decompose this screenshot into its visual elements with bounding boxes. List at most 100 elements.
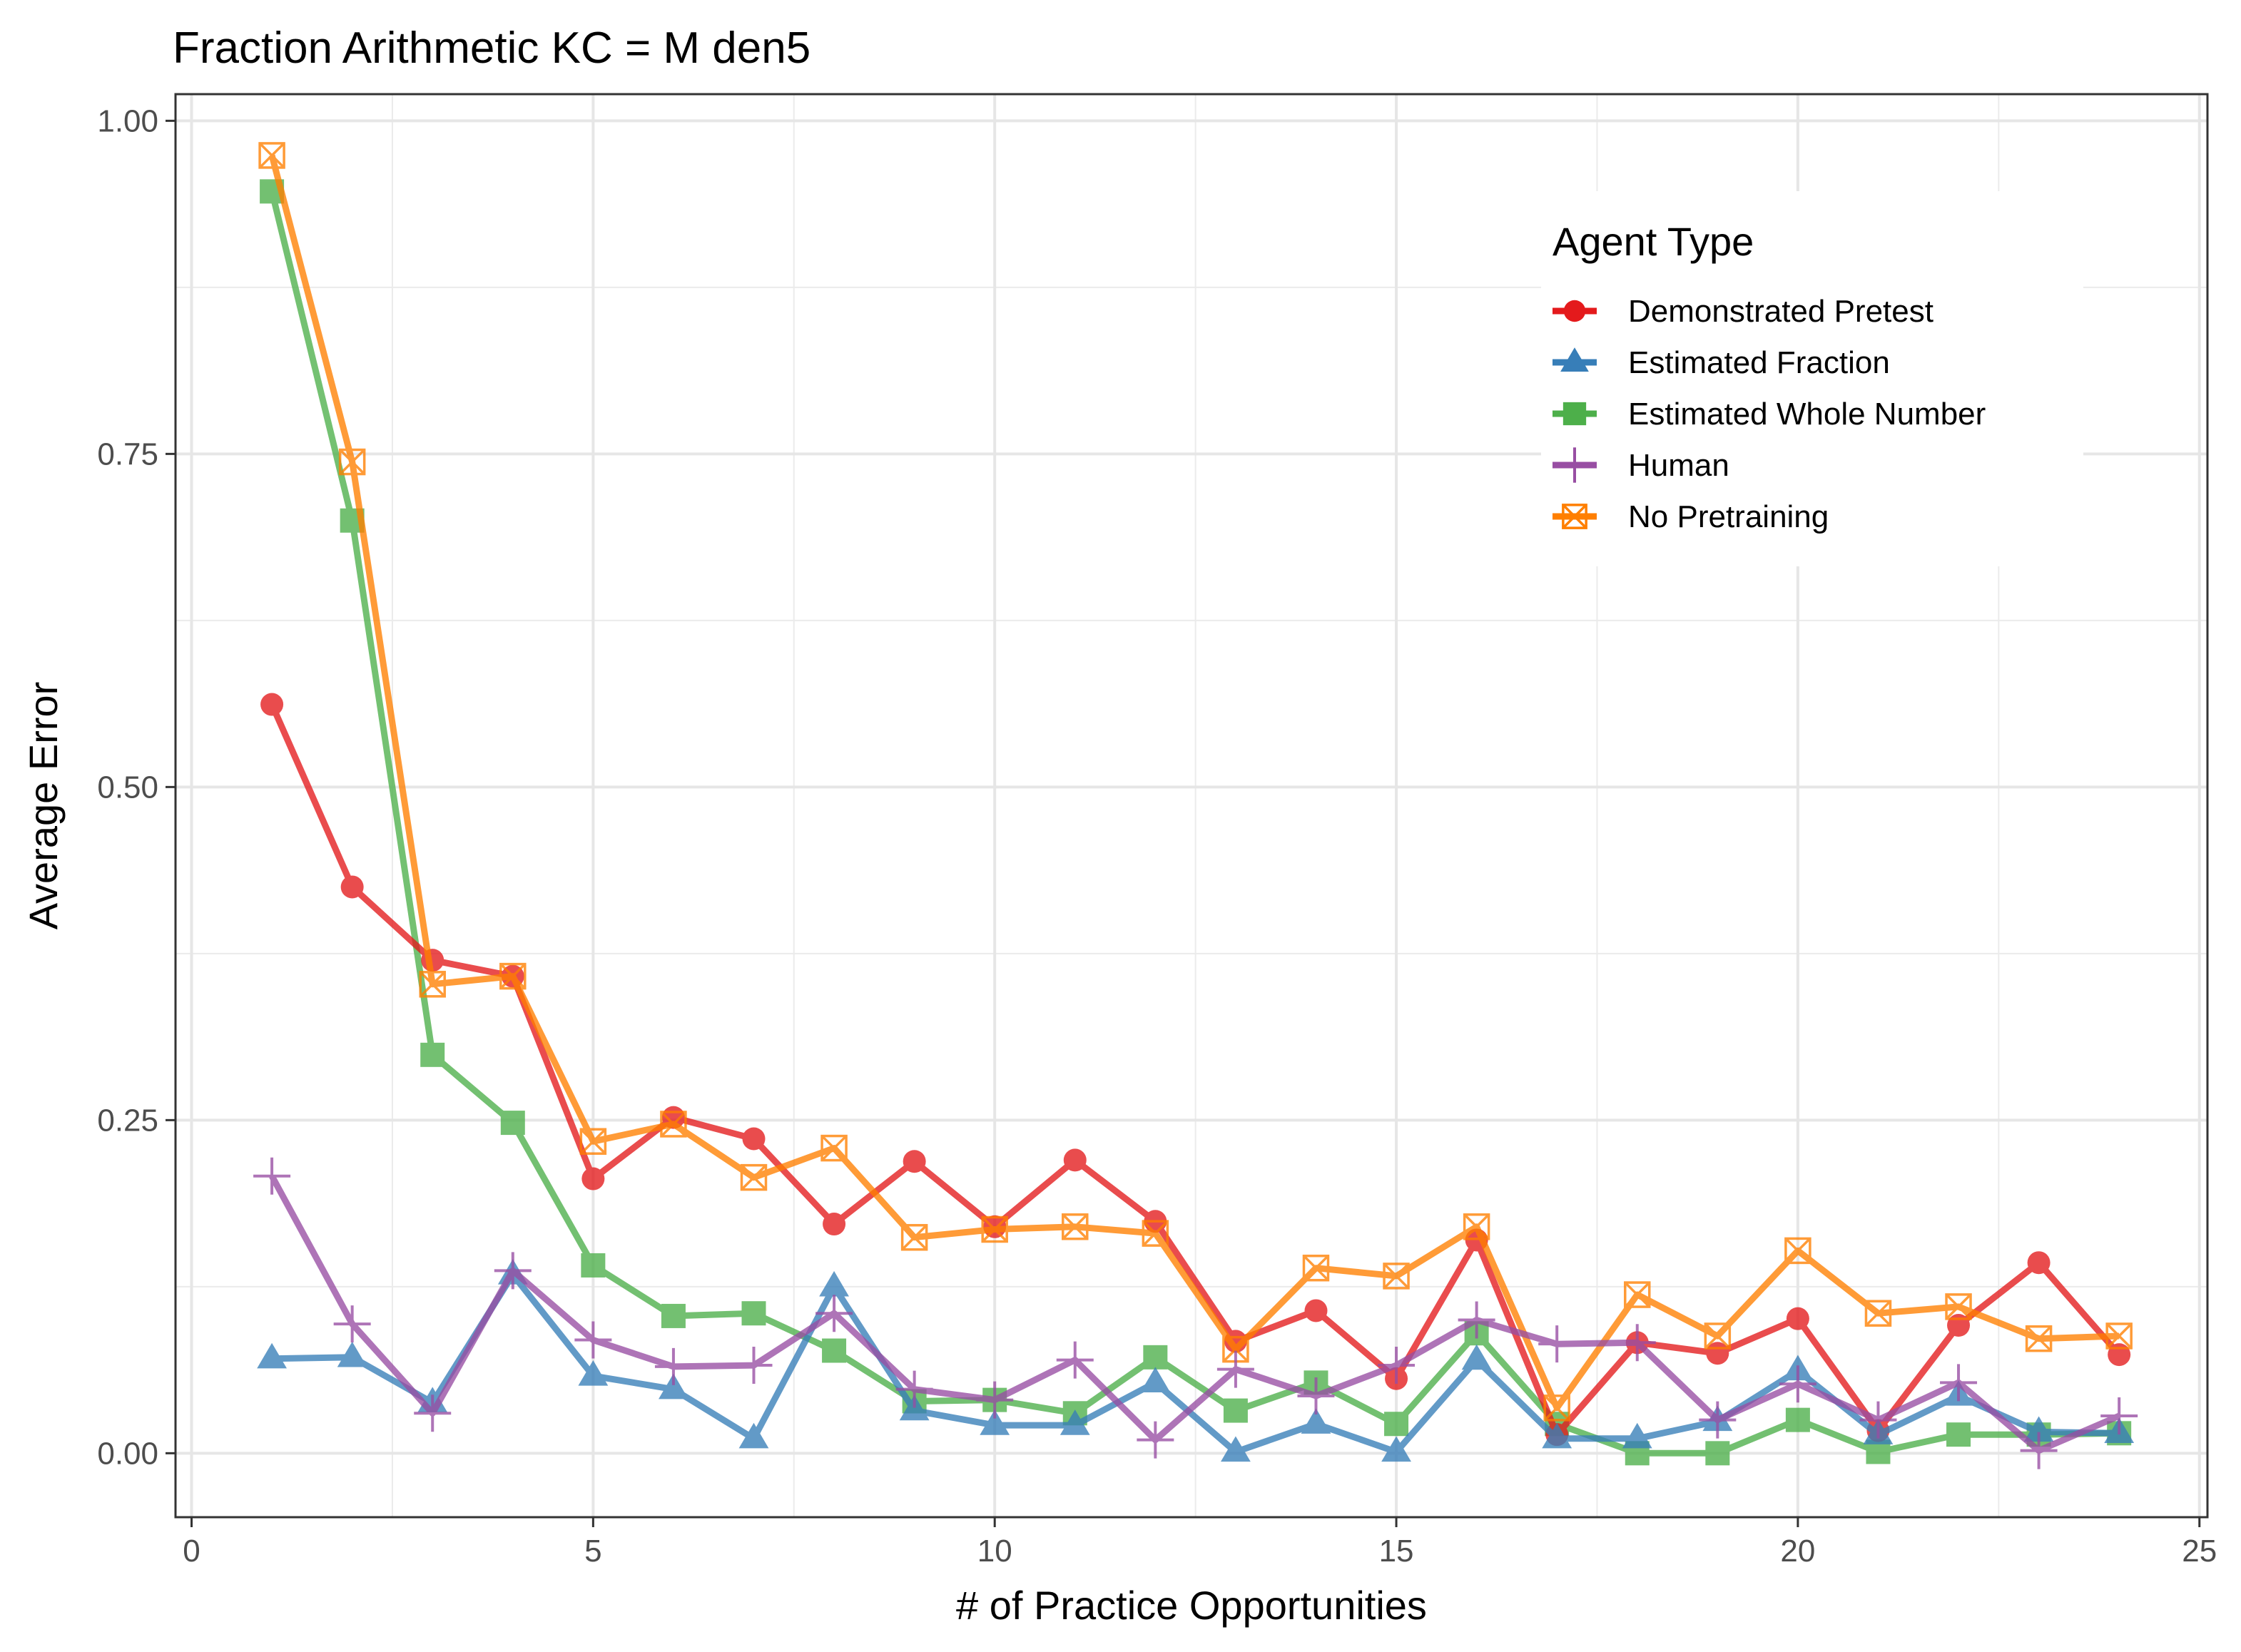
data-point bbox=[2023, 1416, 2054, 1442]
data-point bbox=[1384, 1412, 1409, 1437]
data-point bbox=[1946, 1422, 1971, 1447]
data-point bbox=[1704, 1322, 1732, 1350]
legend-key-marker bbox=[1562, 402, 1587, 426]
data-point bbox=[1784, 1237, 1811, 1265]
data-point bbox=[1463, 1213, 1490, 1240]
legend-item: Demonstrated Pretest bbox=[1553, 294, 1933, 329]
data-point bbox=[1699, 1401, 1737, 1439]
data-point bbox=[257, 1342, 287, 1369]
data-point bbox=[500, 1111, 525, 1136]
data-point bbox=[895, 1370, 933, 1408]
x-tick-label: 15 bbox=[1379, 1534, 1414, 1569]
y-axis-title: Average Error bbox=[21, 682, 66, 930]
y-axis: 0.00 0.25 0.50 0.75 1.00 bbox=[97, 103, 176, 1471]
series-line bbox=[269, 1174, 2120, 1454]
series-layer bbox=[253, 142, 2138, 1469]
data-point bbox=[820, 1134, 848, 1162]
y-tick-label: 0.00 bbox=[97, 1436, 158, 1471]
data-point bbox=[338, 448, 366, 476]
legend-item: Estimated Whole Number bbox=[1553, 397, 1986, 432]
data-point bbox=[1301, 1408, 1331, 1434]
data-point bbox=[1142, 1220, 1169, 1247]
data-point bbox=[1143, 1345, 1168, 1370]
data-point bbox=[1302, 1254, 1330, 1282]
series-line bbox=[272, 1271, 2120, 1455]
legend-label: Estimated Fraction bbox=[1628, 345, 1890, 380]
data-point bbox=[1945, 1293, 1972, 1320]
series-4 bbox=[258, 142, 2133, 1422]
data-point bbox=[1940, 1364, 1978, 1402]
legend-label: Human bbox=[1628, 448, 1729, 483]
data-point bbox=[1381, 1436, 1411, 1462]
legend-key-marker bbox=[1563, 300, 1586, 322]
data-point bbox=[337, 1341, 367, 1367]
data-point bbox=[822, 1338, 847, 1363]
y-tick-label: 0.50 bbox=[97, 770, 158, 805]
data-point bbox=[2100, 1397, 2138, 1435]
data-point bbox=[903, 1150, 926, 1173]
legend-label: Demonstrated Pretest bbox=[1628, 294, 1933, 329]
data-point bbox=[2105, 1322, 2133, 1350]
data-point bbox=[419, 971, 446, 998]
data-point bbox=[819, 1270, 849, 1297]
legend-label: Estimated Whole Number bbox=[1628, 397, 1986, 432]
x-tick-label: 20 bbox=[1780, 1534, 1815, 1569]
data-point bbox=[1297, 1377, 1335, 1415]
data-point bbox=[1383, 1263, 1410, 1290]
data-point bbox=[741, 1301, 766, 1326]
x-tick-label: 10 bbox=[977, 1534, 1012, 1569]
data-point bbox=[333, 1305, 371, 1343]
data-point bbox=[823, 1213, 846, 1236]
data-point bbox=[420, 1042, 445, 1067]
data-point bbox=[578, 1360, 609, 1386]
data-point bbox=[253, 1157, 291, 1195]
x-axis-title: # of Practice Opportunities bbox=[956, 1583, 1427, 1628]
legend-label: No Pretraining bbox=[1628, 499, 1829, 534]
data-point bbox=[981, 1215, 1008, 1243]
y-tick-label: 0.25 bbox=[97, 1103, 158, 1138]
data-point bbox=[258, 142, 285, 169]
data-point bbox=[1461, 1344, 1492, 1370]
data-point bbox=[414, 1394, 452, 1432]
x-tick-label: 25 bbox=[2182, 1534, 2217, 1569]
data-point bbox=[1543, 1394, 1570, 1422]
data-point bbox=[1140, 1367, 1171, 1392]
data-point bbox=[660, 1111, 687, 1138]
data-point bbox=[1618, 1324, 1656, 1362]
data-point bbox=[659, 1373, 688, 1399]
series-line bbox=[268, 154, 2120, 1412]
data-point bbox=[260, 693, 284, 716]
data-point bbox=[579, 1128, 607, 1155]
data-point bbox=[815, 1295, 853, 1332]
data-point bbox=[1538, 1325, 1576, 1363]
data-point bbox=[1304, 1299, 1328, 1322]
data-point bbox=[1063, 1148, 1087, 1172]
data-point bbox=[1864, 1300, 1892, 1327]
y-tick-label: 1.00 bbox=[97, 103, 158, 138]
legend-key-marker bbox=[1560, 347, 1589, 372]
data-point bbox=[2020, 1432, 2058, 1469]
legend-key-marker bbox=[1562, 504, 1587, 529]
data-point bbox=[1542, 1422, 1572, 1449]
x-axis: 0 5 10 15 20 25 bbox=[183, 1517, 2217, 1569]
data-point bbox=[494, 1252, 532, 1290]
data-point bbox=[1059, 1409, 1090, 1435]
legend-title: Agent Type bbox=[1553, 219, 1754, 264]
data-point bbox=[340, 875, 364, 899]
data-point bbox=[1785, 1407, 1810, 1432]
series-line bbox=[268, 190, 2120, 1457]
data-point bbox=[900, 1223, 928, 1251]
legend-item: No Pretraining bbox=[1553, 499, 1829, 534]
x-tick-label: 0 bbox=[183, 1534, 200, 1569]
x-tick-label: 5 bbox=[584, 1534, 601, 1569]
data-point bbox=[581, 1253, 606, 1278]
series-3 bbox=[253, 1157, 2138, 1469]
data-point bbox=[1221, 1436, 1251, 1462]
data-point bbox=[976, 1381, 1014, 1419]
plot-border bbox=[174, 93, 2209, 1519]
data-point bbox=[742, 1127, 766, 1151]
legend: Agent Type Demonstrated Pretest Estimated… bbox=[1541, 191, 2083, 566]
y-tick-label: 0.75 bbox=[97, 437, 158, 471]
data-point bbox=[1779, 1365, 1816, 1403]
